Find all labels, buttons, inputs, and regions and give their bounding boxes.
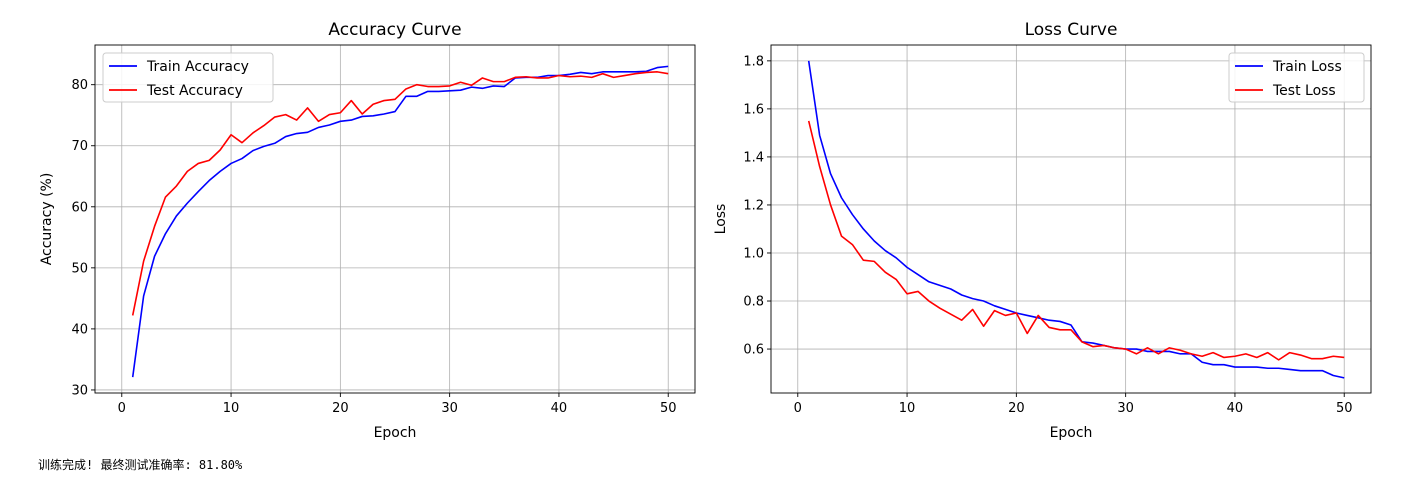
legend-label: Test Loss — [1272, 83, 1336, 99]
chart-0: 0 10 20 30 40 50 30 40 50 60 70 80 Accuracy Curve Epo… — [39, 20, 696, 441]
x-tick-label: 20 — [332, 401, 349, 416]
legend: Train Accuracy Test Accuracy — [102, 52, 274, 103]
x-tick-label: 0 — [118, 401, 126, 416]
y-tick-label: 40 — [71, 322, 88, 337]
training-status-text: 训练完成! 最终测试准确率: 81.80% — [38, 458, 243, 472]
y-tick-label: 30 — [71, 383, 88, 398]
legend-label: Train Accuracy — [146, 59, 249, 75]
plot-frame — [770, 44, 1372, 394]
y-tick-label: 60 — [71, 200, 88, 215]
y-tick-label: 1.2 — [743, 198, 764, 213]
charts-figure: 0 10 20 30 40 50 30 40 50 60 70 80 Accuracy Curve Epo… — [39, 20, 1372, 441]
y-tick-label: 1.4 — [743, 150, 764, 165]
y-axis-label: Loss — [713, 204, 729, 235]
x-tick-label: 40 — [551, 401, 568, 416]
y-tick-label: 1.0 — [743, 246, 764, 261]
x-tick-label: 50 — [1336, 401, 1353, 416]
chart-1: 0 10 20 30 40 50 0.6 0.8 1.0 1.2 1.4 1.6 1.8 Loss Cur… — [713, 20, 1372, 441]
x-axis-label: Epoch — [374, 425, 417, 441]
x-tick-label: 30 — [441, 401, 458, 416]
plot-frame — [94, 44, 696, 394]
legend-label: Test Accuracy — [146, 83, 243, 99]
y-tick-label: 1.8 — [743, 54, 764, 69]
y-tick-label: 0.8 — [743, 295, 764, 310]
x-axis-label: Epoch — [1050, 425, 1093, 441]
y-tick-label: 1.6 — [743, 102, 764, 117]
x-tick-label: 20 — [1008, 401, 1025, 416]
y-tick-label: 80 — [71, 78, 88, 93]
series-line-1 — [807, 60, 1345, 379]
x-tick-label: 40 — [1227, 401, 1244, 416]
x-tick-label: 10 — [899, 401, 916, 416]
legend-box — [102, 52, 274, 103]
chart-title: Accuracy Curve — [328, 20, 461, 40]
x-tick-label: 10 — [223, 401, 240, 416]
legend-label: Train Loss — [1272, 59, 1342, 75]
y-tick-label: 70 — [71, 139, 88, 154]
series-line-1 — [131, 65, 669, 378]
legend: Train Loss Test Loss — [1228, 52, 1365, 103]
y-tick-label: 50 — [71, 261, 88, 276]
chart-title: Loss Curve — [1025, 20, 1118, 40]
y-tick-label: 0.6 — [743, 343, 764, 358]
series-line-2 — [807, 120, 1345, 361]
y-axis-label: Accuracy (%) — [39, 173, 55, 266]
series-line-2 — [131, 71, 669, 316]
x-tick-label: 30 — [1117, 401, 1134, 416]
x-tick-label: 50 — [660, 401, 677, 416]
x-tick-label: 0 — [794, 401, 802, 416]
